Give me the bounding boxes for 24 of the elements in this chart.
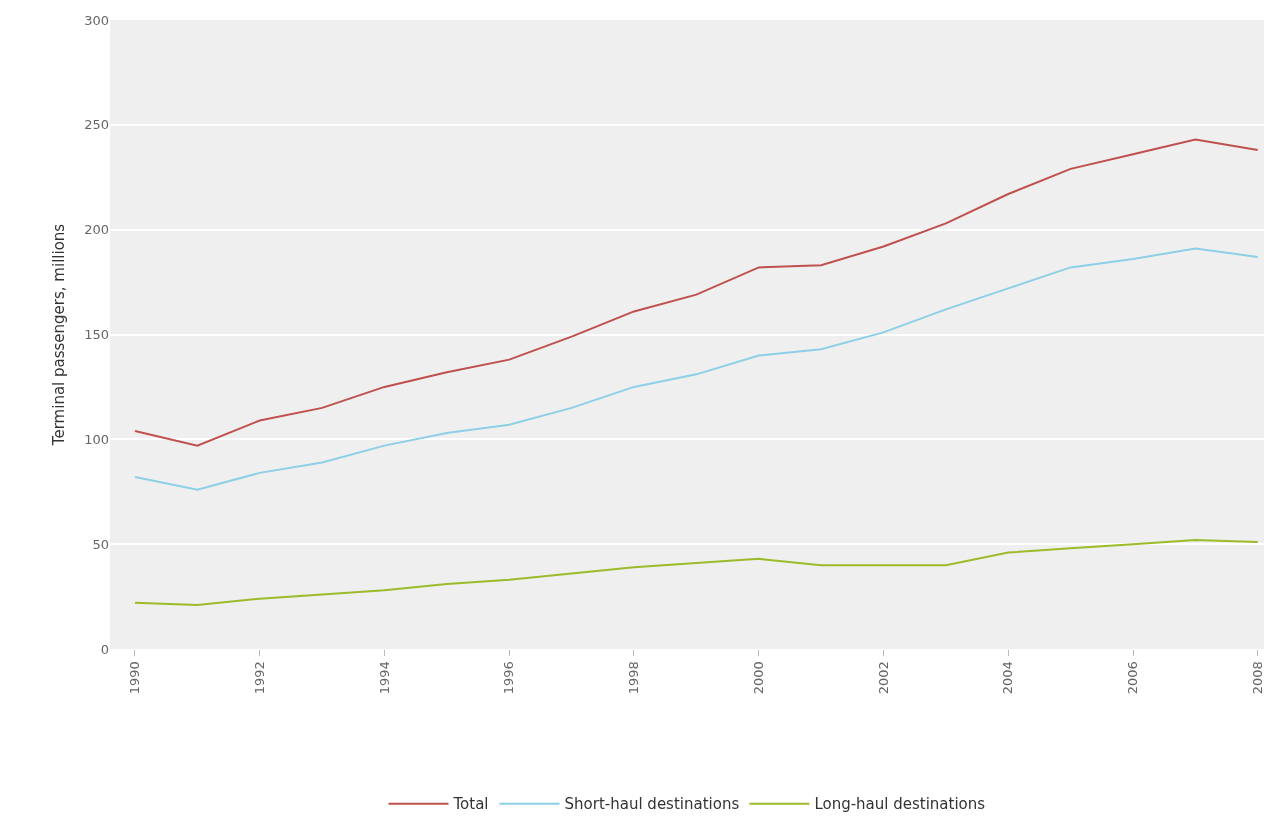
x-tick-label: 1992 xyxy=(251,661,267,695)
y-tick-label: 250 xyxy=(84,117,109,133)
x-tick-label: 2008 xyxy=(1249,661,1265,695)
x-tick-label: 1994 xyxy=(376,661,392,695)
x-tick-label: 1996 xyxy=(501,661,517,695)
line-series xyxy=(133,247,1259,491)
y-tick-label: 0 xyxy=(100,641,109,657)
x-tick-label: 1990 xyxy=(127,661,143,695)
y-tick-label: 200 xyxy=(84,222,109,238)
y-tick-label: 150 xyxy=(84,327,109,343)
y-tick-label: 300 xyxy=(84,12,109,28)
legend-label: Long-haul destinations xyxy=(814,795,986,814)
x-tick-label: 2000 xyxy=(750,661,766,695)
y-tick-label: 100 xyxy=(84,431,109,447)
line-series xyxy=(133,138,1259,447)
y-axis-title: Terminal passengers, millions xyxy=(50,223,69,447)
legend-label: Short-haul destinations xyxy=(564,795,740,814)
x-tick-label: 2002 xyxy=(875,661,891,695)
line-series xyxy=(133,538,1259,606)
legend-label: Total xyxy=(452,795,489,814)
y-tick-label: 50 xyxy=(92,536,109,552)
x-tick-label: 1998 xyxy=(626,661,642,695)
x-tick-label: 2004 xyxy=(1000,661,1016,695)
x-tick-label: 2006 xyxy=(1125,661,1141,695)
